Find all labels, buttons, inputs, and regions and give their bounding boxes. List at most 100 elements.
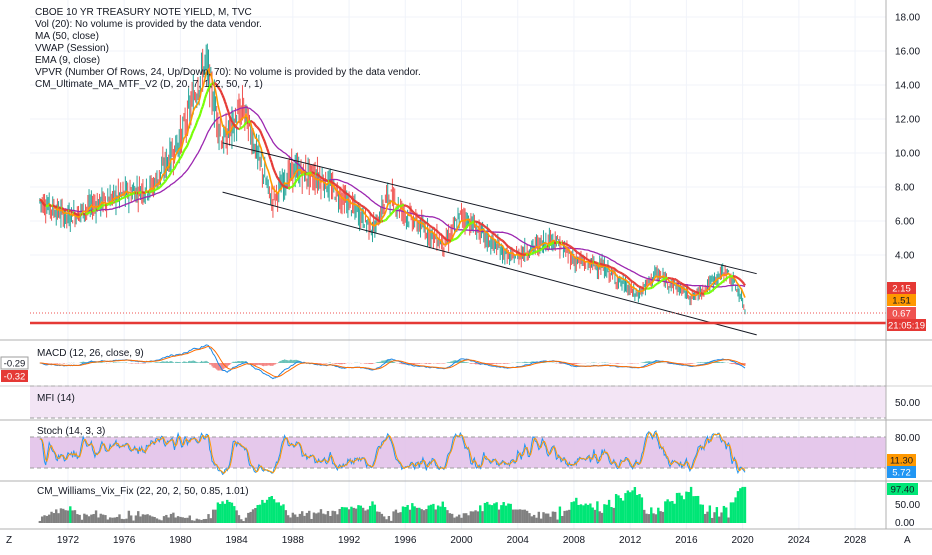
cm-ultimate-ma-segment [299,177,300,178]
cm-ultimate-ma-segment [417,215,418,216]
cm-ultimate-ma-segment [310,172,311,173]
vix-fix-bar [486,502,488,523]
cm-ultimate-ma-segment [269,156,270,160]
vix-fix-bar [175,517,177,523]
macd-histogram-bar [705,362,706,363]
vix-fix-bar [177,516,179,523]
macd-histogram-bar [283,360,284,363]
cm-ultimate-ma-segment [588,260,589,261]
vix-fix-bar [217,502,219,523]
legend-ma50[interactable]: MA (50, close) [35,31,99,42]
vix-fix-bar [235,510,237,523]
macd-histogram-bar [158,362,159,363]
cm-ultimate-ma-segment [542,248,543,249]
vix-fix-bar [252,509,254,523]
vix-fix-bar [118,514,120,523]
vix-fix-bar [657,508,659,523]
price-tick-label: 6.00 [895,217,915,228]
macd-histogram-bar [372,363,373,364]
macd-histogram-bar [475,363,476,364]
cm-ultimate-ma-segment [625,276,626,277]
macd-histogram-bar [242,361,243,363]
vix-fix-bar [648,514,650,523]
vix-fix-bar [491,505,493,523]
stoch-band [30,437,886,468]
cm-ultimate-ma-segment [573,248,574,249]
vix-label[interactable]: CM_Williams_Vix_Fix (22, 20, 2, 50, 0.85… [37,486,249,497]
cm-ultimate-ma-segment [575,250,576,251]
vix-fix-bar [739,488,741,523]
cm-ultimate-ma-segment [353,199,354,200]
cm-ultimate-ma-segment [457,237,458,238]
vix-fix-bar [662,512,664,523]
macd-histogram-bar [525,362,526,363]
macd-histogram-bar [692,363,693,364]
macd-histogram-bar [233,362,234,363]
cm-ultimate-ma-segment [498,237,499,238]
legend-cm-ultimate[interactable]: CM_Ultimate_MA_MTF_V2 (D, 20, 7, 1, 2, 5… [35,79,263,90]
cm-ultimate-ma-segment [548,245,549,246]
cm-ultimate-ma-segment [469,224,470,225]
cm-ultimate-ma-segment [494,234,495,235]
macd-histogram-bar [259,363,260,365]
cm-ultimate-ma-segment [517,252,518,253]
cm-ultimate-ma-segment [423,220,424,221]
cm-ultimate-ma-segment [194,126,195,129]
cm-ultimate-ma-segment [233,123,234,126]
legend-vpvr[interactable]: VPVR (Number Of Rows, 24, Up/Down, 70): … [35,67,421,78]
vix-fix-bar [289,517,291,523]
zone-left-icon[interactable]: Z [6,535,12,546]
cm-ultimate-ma-segment [204,98,205,102]
legend-title[interactable]: CBOE 10 YR TREASURY NOTE YIELD, M, TVC [35,7,252,18]
cm-ultimate-ma-segment [153,190,154,191]
vix-fix-bar [341,507,343,523]
vix-fix-bar [566,510,568,523]
vix-fix-bar [659,511,661,523]
vix-fix-bar [153,517,155,523]
macd-histogram-bar [415,363,416,364]
cm-ultimate-ma-segment [497,237,498,238]
macd-histogram-bar [576,363,577,364]
macd-histogram-bar [271,363,272,366]
vix-fix-bar [336,514,338,523]
mfi-label[interactable]: MFI (14) [37,393,75,404]
price-tick-label: 10.00 [895,149,920,160]
cm-ultimate-ma-segment [378,220,379,221]
vix-fix-bar [577,505,579,523]
vix-fix-bar [228,502,230,523]
legend-ema9[interactable]: EMA (9, close) [35,55,100,66]
cm-ultimate-ma-segment [372,216,373,217]
macd-histogram-bar [166,361,167,363]
macd-histogram-bar [523,362,524,363]
macd-histogram-bar [721,362,722,363]
macd-label[interactable]: MACD (12, 26, close, 9) [37,348,144,359]
legend-vol[interactable]: Vol (20): No volume is provided by the d… [35,19,262,30]
macd-histogram-bar [377,362,378,363]
macd-histogram-bar [371,363,372,364]
cm-ultimate-ma-segment [360,204,361,206]
legend-vwap[interactable]: VWAP (Session) [35,43,109,54]
macd-histogram-bar [618,363,619,364]
vix-fix-bar [741,487,743,523]
zone-right-icon[interactable]: A [904,535,911,546]
macd-histogram-bar [54,363,55,364]
vix-fix-bar [306,513,308,523]
cm-ultimate-ma-segment [241,127,242,128]
vix-fix-bar [655,514,657,523]
cm-ultimate-ma-segment [131,194,132,195]
vix-fix-bar [271,496,273,523]
cm-ultimate-ma-segment [710,292,711,293]
vix-fix-bar [231,503,233,523]
vix-fix-bar [390,521,392,523]
macd-histogram-bar [698,362,699,363]
macd-histogram-bar [229,363,230,365]
cm-ultimate-ma-segment [316,174,317,175]
vix-fix-bar [620,498,622,523]
macd-histogram-bar [474,363,475,364]
vix-fix-bar [460,518,462,523]
stoch-label[interactable]: Stoch (14, 3, 3) [37,426,105,437]
macd-histogram-bar [142,363,143,364]
cm-ultimate-ma-segment [510,247,511,248]
vix-fix-bar [538,512,540,523]
